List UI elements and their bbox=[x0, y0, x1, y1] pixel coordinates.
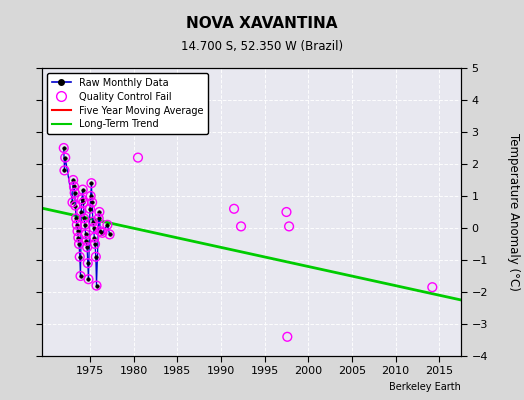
Point bbox=[79, 186, 87, 193]
Point bbox=[92, 282, 101, 289]
Point bbox=[105, 231, 114, 238]
Point bbox=[237, 223, 245, 230]
Point bbox=[81, 222, 89, 228]
Point bbox=[282, 209, 291, 215]
Point bbox=[68, 199, 77, 206]
Point bbox=[72, 215, 80, 222]
Point bbox=[75, 241, 83, 247]
Y-axis label: Temperature Anomaly (°C): Temperature Anomaly (°C) bbox=[507, 133, 520, 291]
Point bbox=[83, 260, 92, 266]
Point bbox=[98, 230, 106, 236]
Point bbox=[285, 223, 293, 230]
Point bbox=[60, 145, 68, 151]
Point bbox=[90, 225, 98, 231]
Point bbox=[77, 273, 85, 279]
Point bbox=[283, 334, 291, 340]
Point bbox=[230, 206, 238, 212]
Text: 14.700 S, 52.350 W (Brazil): 14.700 S, 52.350 W (Brazil) bbox=[181, 40, 343, 53]
Point bbox=[61, 154, 69, 161]
Point bbox=[95, 209, 104, 215]
Point bbox=[91, 241, 99, 247]
Point bbox=[71, 202, 80, 209]
Point bbox=[88, 199, 96, 206]
Point bbox=[70, 190, 79, 196]
Point bbox=[86, 206, 94, 212]
Point bbox=[81, 231, 90, 238]
Point bbox=[87, 180, 95, 186]
Point bbox=[134, 154, 142, 161]
Point bbox=[74, 234, 82, 241]
Point bbox=[75, 254, 84, 260]
Point bbox=[86, 193, 95, 199]
Point bbox=[69, 177, 78, 183]
Point bbox=[78, 196, 86, 202]
Point bbox=[60, 167, 69, 174]
Point bbox=[103, 222, 112, 228]
Point bbox=[96, 228, 104, 234]
Point bbox=[77, 209, 85, 215]
Point bbox=[83, 244, 91, 250]
Text: NOVA XAVANTINA: NOVA XAVANTINA bbox=[186, 16, 338, 31]
Point bbox=[73, 222, 81, 228]
Point bbox=[92, 254, 100, 260]
Point bbox=[80, 215, 88, 222]
Point bbox=[73, 228, 82, 234]
Point bbox=[428, 284, 436, 290]
Legend: Raw Monthly Data, Quality Control Fail, Five Year Moving Average, Long-Term Tren: Raw Monthly Data, Quality Control Fail, … bbox=[47, 73, 208, 134]
Point bbox=[70, 183, 78, 190]
Point bbox=[84, 276, 93, 282]
Point bbox=[89, 218, 97, 225]
Point bbox=[79, 199, 88, 206]
Text: Berkeley Earth: Berkeley Earth bbox=[389, 382, 461, 392]
Point bbox=[90, 234, 99, 241]
Point bbox=[94, 215, 103, 222]
Point bbox=[82, 238, 91, 244]
